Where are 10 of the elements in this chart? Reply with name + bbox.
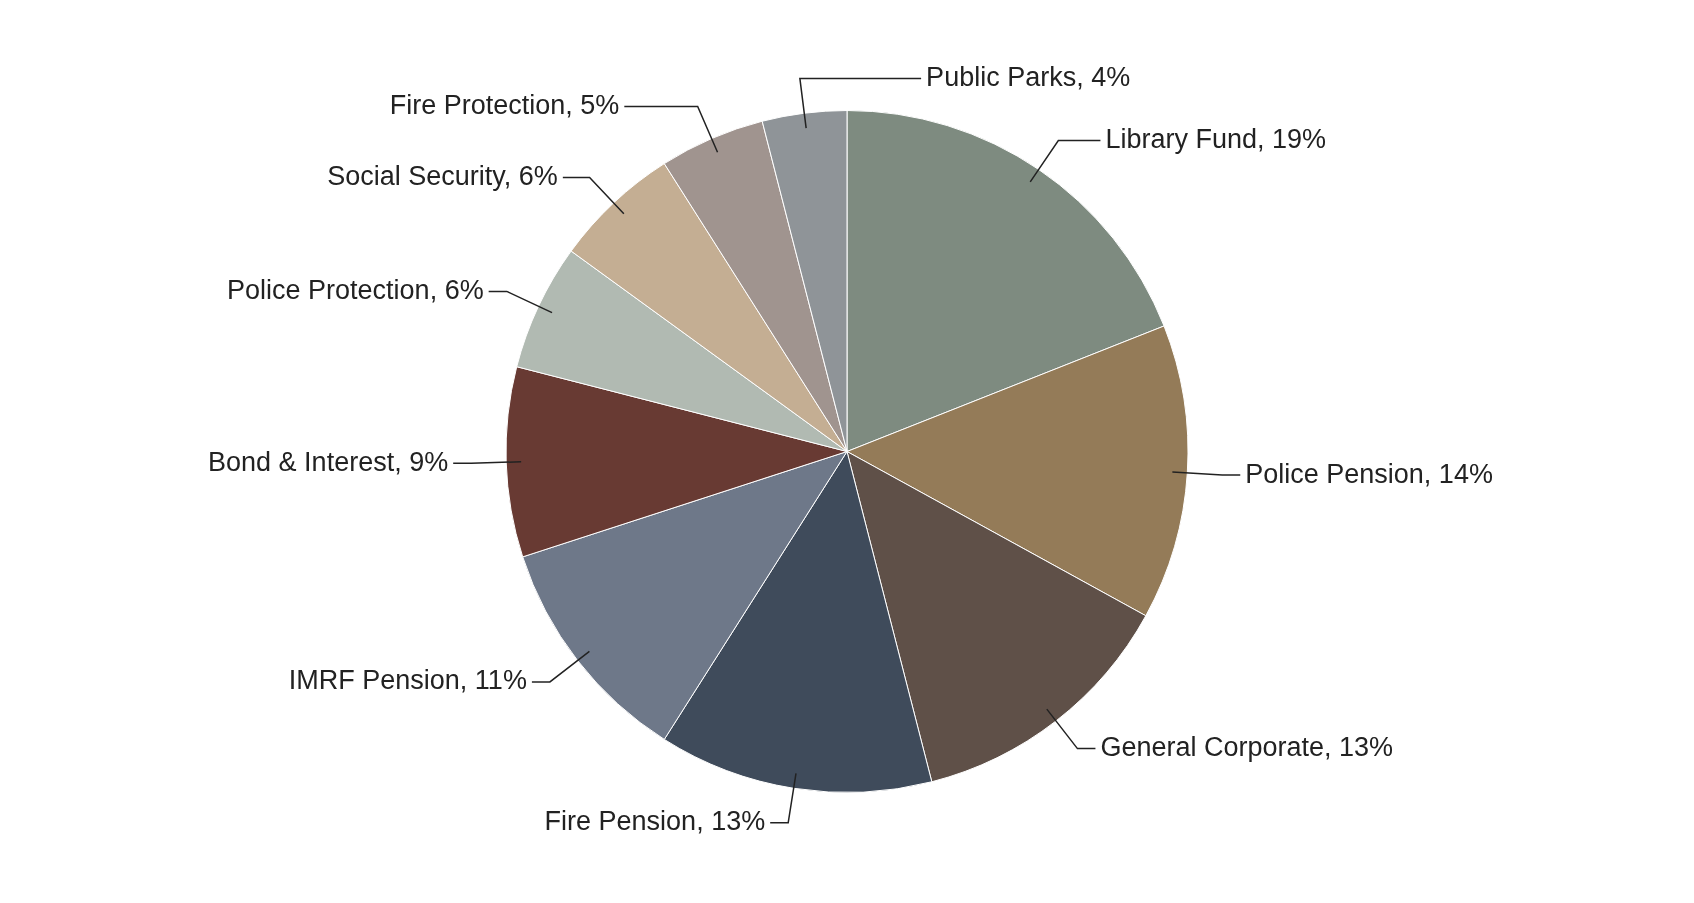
slice-label: Public Parks, 4% xyxy=(926,61,1131,92)
slice-label: Bond & Interest, 9% xyxy=(208,446,449,477)
slice-label: Fire Protection, 5% xyxy=(389,89,620,120)
slice-label: Library Fund, 19% xyxy=(1105,123,1327,154)
slice-label: IMRF Pension, 11% xyxy=(288,665,527,696)
slice-label: Police Pension, 14% xyxy=(1245,458,1493,489)
slice-label: Police Protection, 6% xyxy=(227,274,484,305)
slice-label: Fire Pension, 13% xyxy=(544,806,766,837)
slice-label: General Corporate, 13% xyxy=(1100,732,1394,763)
slice-label: Social Security, 6% xyxy=(327,160,558,191)
